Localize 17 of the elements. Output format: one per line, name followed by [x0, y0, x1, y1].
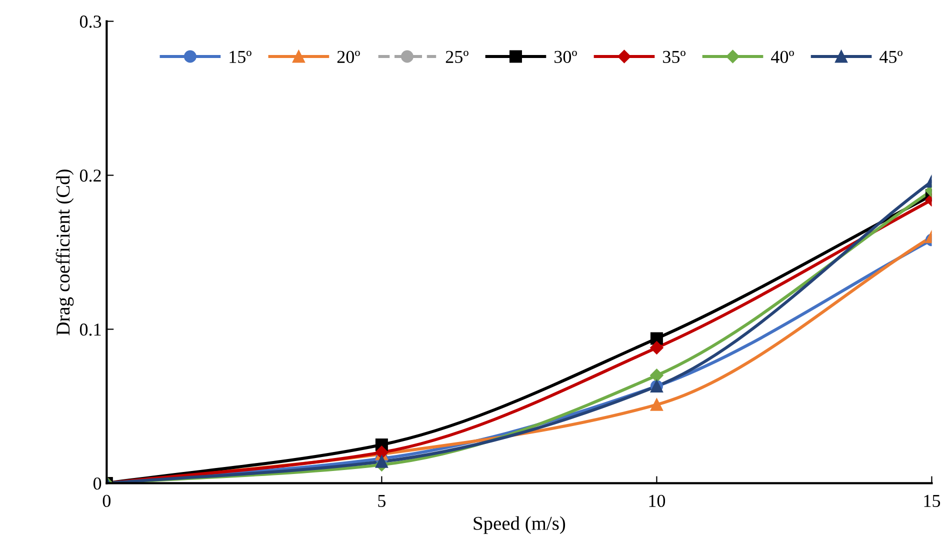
x-tick-label: 5 [378, 495, 386, 508]
y-tick-label: 0.3 [80, 16, 102, 28]
y-tick-label: 0 [93, 477, 102, 490]
x-tick-label: 10 [649, 494, 666, 508]
legend-label: 40º [771, 50, 794, 63]
legend-label: 20º [337, 50, 360, 63]
legend-label: 15º [230, 50, 252, 63]
x-axis-title: Speed (m/s) [474, 516, 566, 534]
y-tick-label: 0.1 [80, 323, 101, 336]
y-tick-label: 0.2 [80, 170, 101, 182]
y-axis-title: Drag coefficient (Cd) [56, 170, 74, 336]
x-tick-label: 0 [102, 494, 110, 508]
legend-label: 25º [446, 50, 468, 63]
legend-label: 45º [880, 50, 903, 63]
x-tick-label: 15 [924, 494, 940, 508]
legend-label: 35º [663, 50, 686, 63]
legend-label: 30º [554, 50, 577, 63]
